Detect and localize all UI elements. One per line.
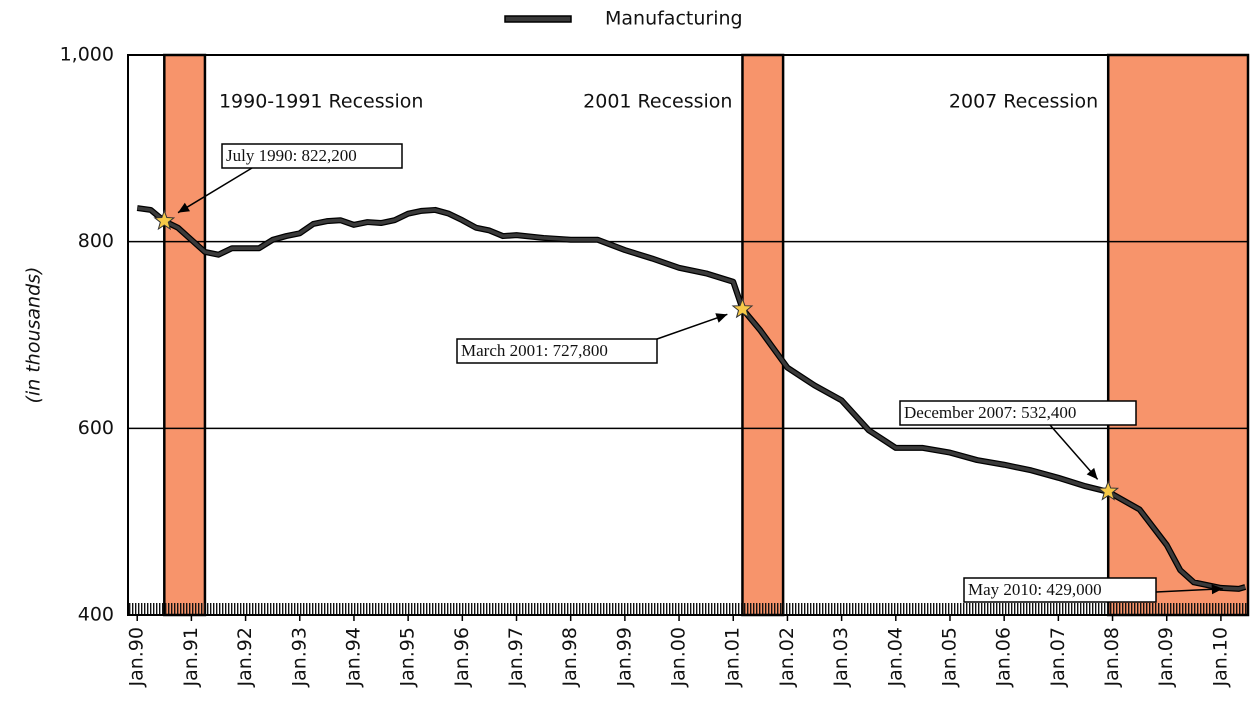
x-tick-label: Jan.94 (342, 627, 364, 688)
y-tick-label: 600 (78, 417, 114, 439)
arrow-head (715, 313, 728, 323)
recession-band (1106, 53, 1250, 617)
x-tick-label: Jan.03 (830, 627, 852, 688)
x-tick-label: Jan.06 (993, 627, 1015, 688)
minor-ticks (128, 603, 1248, 615)
x-tick-label: Jan.90 (126, 627, 148, 688)
arrow-head (178, 202, 191, 213)
plot-frame (127, 54, 1249, 616)
annotation: May 2010: 429,000 (963, 577, 1223, 603)
x-tick-label: Jan.08 (1101, 627, 1123, 688)
annotation-arrow (1155, 587, 1223, 593)
y-axis-label: (in thousands) (23, 267, 45, 404)
annotation-text: March 2001: 727,800 (461, 341, 608, 360)
annotation-text: May 2010: 429,000 (968, 580, 1102, 599)
annotation-arrow (177, 167, 253, 214)
y-tick-label: 800 (78, 230, 114, 252)
annotation: March 2001: 727,800 (456, 297, 754, 364)
annotation-text: December 2007: 532,400 (904, 403, 1076, 422)
x-tick-label: Jan.02 (776, 627, 798, 688)
line-outline (136, 205, 1247, 592)
x-tick-label: Jan.96 (451, 627, 473, 688)
recession-label: 2007 Recession (949, 91, 1098, 113)
annotation-box (456, 338, 658, 364)
y-tick-label: 400 (78, 604, 114, 626)
annotation-star (1097, 479, 1120, 501)
recession-band (163, 53, 207, 617)
x-tick-label: Jan.07 (1047, 627, 1069, 688)
x-tick-label: Jan.00 (668, 627, 690, 688)
x-tick-label: Jan.95 (397, 627, 419, 688)
annotation-box (221, 143, 403, 169)
x-tick-label: Jan.05 (938, 627, 960, 688)
annotation: December 2007: 532,400 (899, 400, 1137, 501)
x-tick-label: Jan.09 (1155, 627, 1177, 688)
x-tick-label: Jan.99 (613, 627, 635, 688)
x-tick-label: Jan.10 (1209, 627, 1231, 688)
annotation-arrow (656, 313, 728, 340)
y-tick-label: 1,000 (60, 44, 114, 66)
x-tick-label: Jan.91 (180, 627, 202, 688)
annotation-text: July 1990: 822,200 (226, 146, 357, 165)
arrow-head (1086, 467, 1098, 480)
x-tick-label: Jan.01 (722, 627, 744, 688)
legend: Manufacturing (504, 8, 743, 30)
annotation-star (731, 297, 754, 319)
x-tick-label: Jan.93 (288, 627, 310, 688)
arrow-head (1211, 584, 1223, 595)
recession-label: 2001 Recession (583, 91, 732, 113)
legend-label: Manufacturing (605, 8, 743, 30)
x-tick-label: Jan.92 (234, 627, 256, 688)
legend-swatch (504, 15, 572, 23)
annotation-box (963, 577, 1157, 603)
x-tick-label: Jan.04 (884, 627, 906, 688)
annotation: July 1990: 822,200 (153, 143, 403, 231)
recession-label: 1990-1991 Recession (219, 91, 424, 113)
x-tick-label: Jan.98 (559, 627, 581, 688)
x-tick-label: Jan.97 (505, 627, 527, 688)
annotation-arrow (1049, 424, 1099, 480)
annotation-star (153, 209, 176, 231)
line (136, 206, 1246, 591)
annotation-box (899, 400, 1137, 426)
